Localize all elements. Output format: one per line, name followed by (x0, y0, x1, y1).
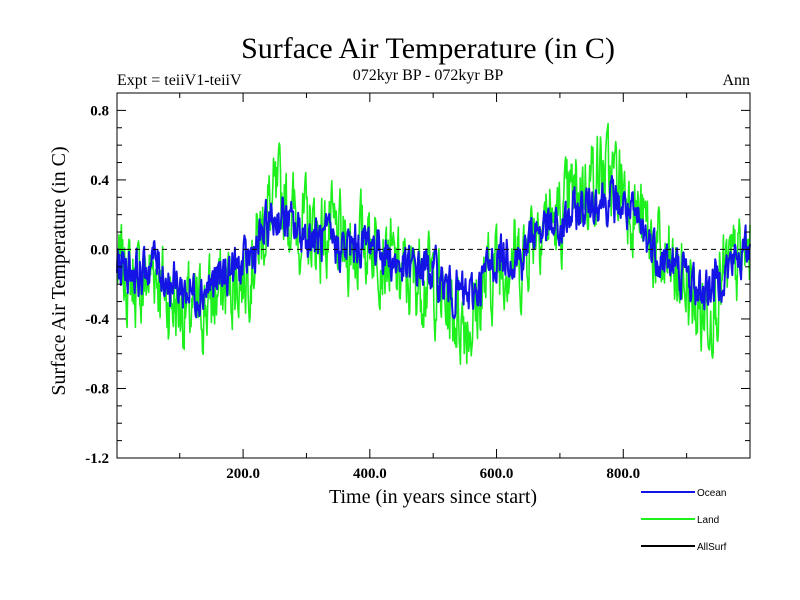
series-line-land (116, 122, 751, 366)
axes (116, 92, 751, 459)
series-line-ocean (116, 175, 751, 320)
x-tick-label: 400.0 (353, 466, 387, 482)
plot-area (116, 122, 751, 366)
x-tick-label: 800.0 (606, 466, 640, 482)
y-tick-label: 0.0 (90, 242, 109, 258)
legend-label-ocean: Ocean (697, 488, 726, 499)
y-tick-label: 0.8 (90, 103, 109, 119)
x-axis-label: Time (in years since start) (329, 486, 537, 508)
experiment-label: Expt = teiiV1-teiiV (117, 72, 242, 89)
y-axis-label: Surface Air Temperature (in C) (48, 146, 70, 395)
y-tick-label: -1.2 (85, 451, 109, 467)
x-tick-label: 200.0 (226, 466, 260, 482)
y-tick-label: -0.4 (85, 312, 109, 328)
season-label: Ann (722, 72, 750, 89)
x-tick-label: 600.0 (480, 466, 514, 482)
period-label: 072kyr BP - 072kyr BP (353, 67, 504, 84)
y-tick-label: 0.4 (90, 173, 109, 189)
legend-label-allsurf: AllSurf (697, 542, 727, 553)
legend-label-land: Land (697, 515, 719, 526)
y-tick-label: -0.8 (85, 381, 109, 397)
legend: Ocean Land AllSurf (641, 488, 727, 553)
chart-title: Surface Air Temperature (in C) (241, 32, 615, 65)
tick-labels: 200.0 400.0 600.0 800.0 0.8 0.4 0.0 -0.4 -0.8 -1.… (85, 103, 640, 482)
